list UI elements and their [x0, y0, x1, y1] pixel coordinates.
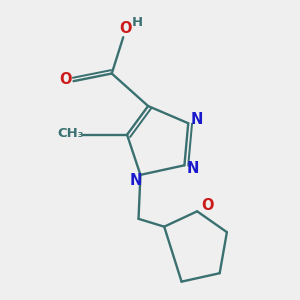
Text: CH₃: CH₃ [58, 127, 84, 140]
Text: O: O [119, 21, 131, 36]
Text: N: N [190, 112, 203, 127]
Text: O: O [202, 198, 214, 213]
Text: N: N [187, 161, 199, 176]
Text: O: O [59, 72, 71, 87]
Text: H: H [132, 16, 143, 29]
Text: N: N [130, 173, 142, 188]
